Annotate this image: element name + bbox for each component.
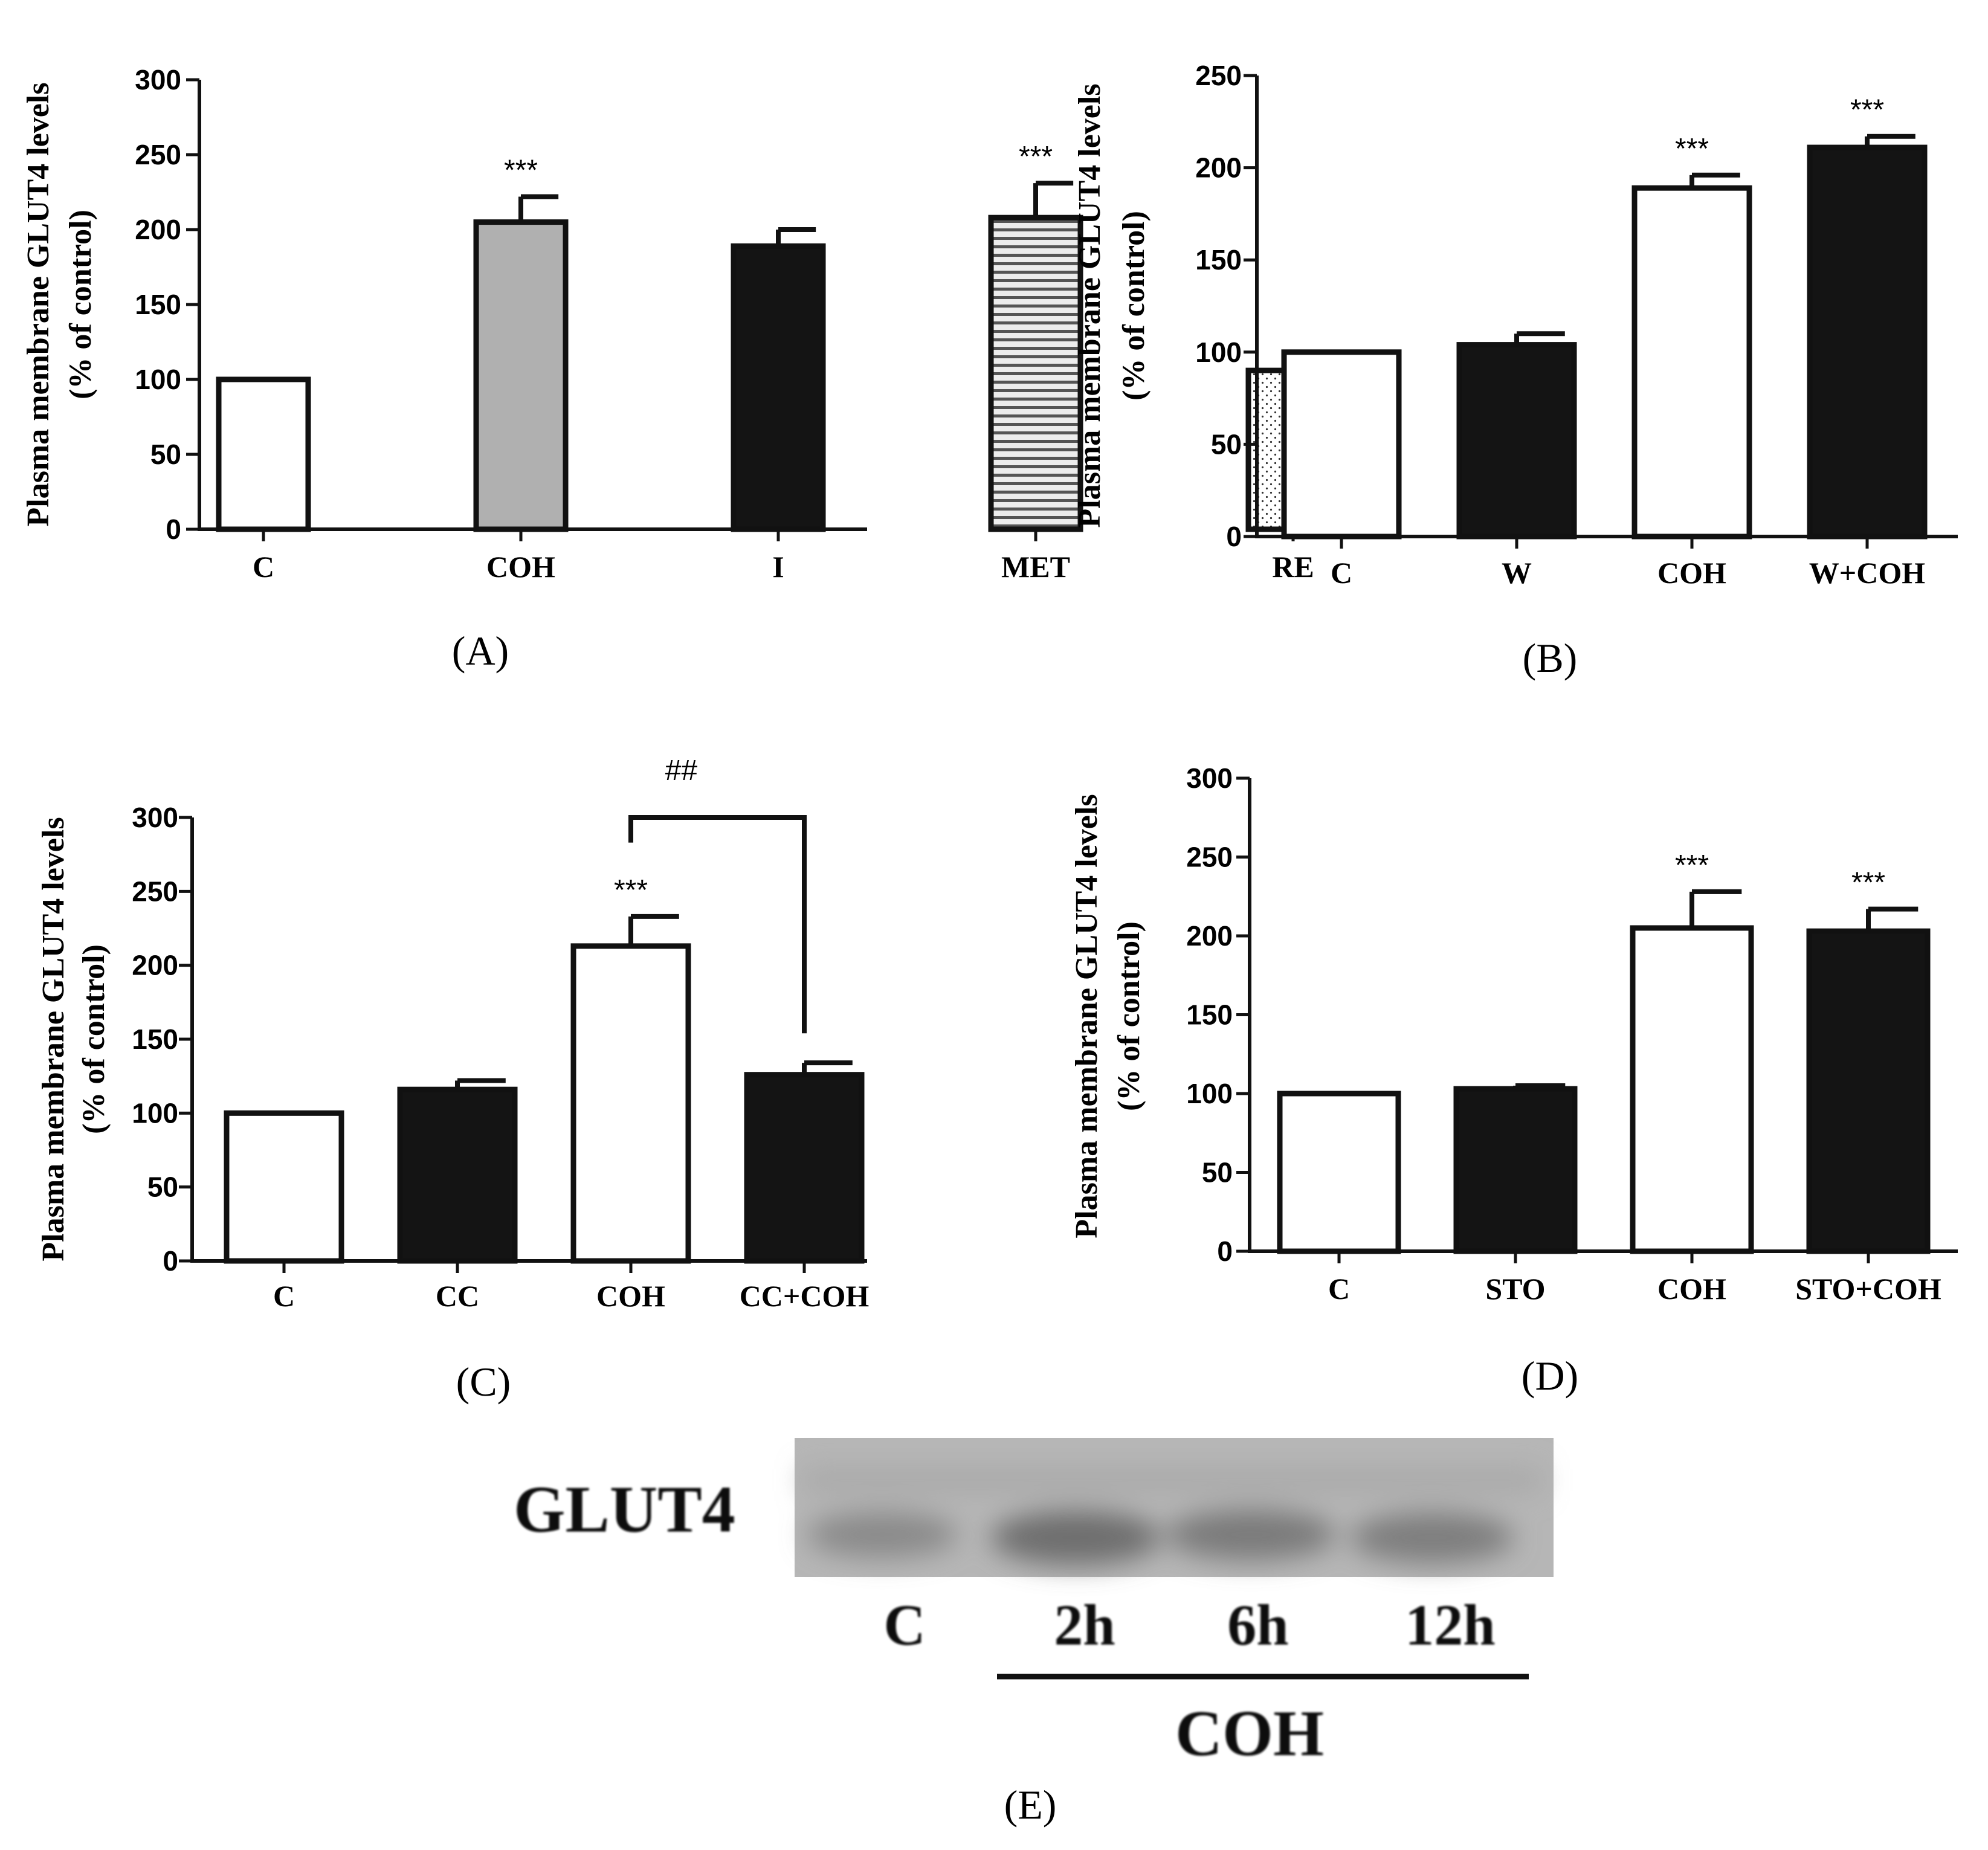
bar-coh	[1630, 925, 1754, 1254]
y-tick-label: 50	[147, 1172, 178, 1203]
y-tick-label: 50	[150, 439, 181, 470]
y-tick-label: 250	[1186, 842, 1233, 873]
y-tick-label: 300	[135, 64, 181, 95]
y-tick-label: 200	[132, 950, 178, 981]
y-tick-label: 50	[1202, 1157, 1233, 1188]
y-tick-label: 150	[1195, 244, 1242, 276]
y-tick-label: 250	[1195, 60, 1242, 91]
blot-lane-label-12h: 12h	[1405, 1593, 1495, 1657]
y-tick-label: 100	[1195, 337, 1242, 368]
x-category-label: C	[1331, 556, 1352, 590]
x-category-label: COH	[596, 1279, 665, 1313]
significance-marker: ***	[1850, 94, 1884, 126]
y-axis-subtitle: (% of control)	[1112, 921, 1146, 1111]
y-tick-label: 200	[135, 214, 181, 245]
blot-bands	[804, 1468, 1541, 1565]
x-category-label: RE	[1272, 550, 1314, 584]
x-category-label: COH	[1657, 1272, 1726, 1306]
panel-label-a: (A)	[452, 628, 509, 674]
blot-band	[991, 1510, 1160, 1565]
y-tick-label: 100	[135, 364, 181, 395]
blot-band	[807, 1512, 958, 1558]
y-tick-label: 300	[132, 802, 178, 833]
y-tick-label: 300	[1186, 762, 1233, 794]
x-category-label: MET	[1001, 550, 1070, 584]
bar-cc	[397, 1086, 518, 1264]
y-tick-label: 100	[132, 1097, 178, 1129]
blot-band	[1166, 1509, 1335, 1560]
blot-group-label: COH	[1175, 1698, 1324, 1770]
bar-sto-coh	[1806, 928, 1931, 1254]
y-axis-title: Plasma membrane GLUT4 levels	[1073, 83, 1107, 527]
y-tick-label: 150	[135, 289, 181, 320]
y-tick-label: 200	[1195, 152, 1242, 184]
x-category-label: I	[772, 550, 784, 584]
y-axis-title: Plasma membrane GLUT4 levels	[21, 82, 56, 526]
x-category-label: C	[273, 1279, 295, 1313]
y-tick-label: 100	[1186, 1078, 1233, 1109]
blot-lane-label-2h: 2h	[1054, 1593, 1115, 1657]
bar-met	[988, 214, 1083, 532]
significance-marker: ***	[1851, 867, 1885, 899]
bracket-significance-label: ##	[665, 755, 698, 787]
y-tick-label: 0	[163, 1245, 178, 1277]
chart-panel-d: Plasma membrane GLUT4 levels (% of contro…	[1070, 762, 1958, 1399]
y-tick-label: 0	[166, 514, 181, 545]
bar-w-coh	[1807, 144, 1928, 540]
significance-marker: ***	[504, 154, 538, 186]
chart-panel-c: Plasma membrane GLUT4 levels (% of contro…	[36, 755, 869, 1405]
blot-lane-label-c: C	[883, 1593, 925, 1657]
bar-c	[224, 1110, 344, 1264]
y-tick-label: 250	[135, 139, 181, 170]
panel-label-b: (B)	[1523, 635, 1578, 681]
significance-marker: ***	[1019, 141, 1053, 173]
blot-haze	[804, 1468, 1541, 1492]
bar-c	[1277, 1091, 1401, 1254]
western-blot-panel: GLUT4 C 2h 6h 12h COH (E)	[514, 1438, 1554, 1828]
y-axis-subtitle: (% of control)	[63, 210, 98, 399]
x-category-label: W	[1502, 556, 1532, 590]
bar-c	[216, 376, 311, 532]
y-axis-subtitle: (% of control)	[1117, 211, 1151, 401]
bar-coh	[570, 943, 691, 1264]
significance-marker: ***	[614, 874, 648, 906]
x-category-label: CC+COH	[740, 1279, 870, 1313]
blot-lane-label-6h: 6h	[1227, 1593, 1288, 1657]
blot-band	[1351, 1512, 1514, 1563]
y-tick-label: 150	[132, 1023, 178, 1055]
x-category-label: C	[1328, 1272, 1350, 1306]
significance-marker: ***	[1675, 849, 1709, 881]
bar-sto	[1453, 1086, 1578, 1254]
significance-marker: ***	[1675, 133, 1709, 165]
x-category-label: W+COH	[1809, 556, 1925, 590]
panel-label-e: (E)	[1004, 1782, 1057, 1828]
y-tick-label: 250	[132, 875, 178, 907]
chart-panel-b: Plasma membrane GLUT4 levels (% of contro…	[1073, 60, 1958, 681]
bar-coh	[473, 219, 569, 532]
y-tick-label: 150	[1186, 999, 1233, 1031]
blot-protein-label: GLUT4	[514, 1472, 735, 1546]
significance-bracket	[628, 815, 807, 1034]
y-tick-label: 200	[1186, 920, 1233, 952]
panel-label-c: (C)	[456, 1359, 511, 1405]
y-axis-title: Plasma membrane GLUT4 levels	[36, 817, 71, 1261]
y-tick-label: 50	[1211, 428, 1242, 460]
bar-w	[1456, 342, 1577, 540]
x-category-label: COH	[1657, 556, 1726, 590]
x-category-label: STO+COH	[1795, 1272, 1941, 1306]
bar-coh	[1631, 185, 1752, 540]
y-axis-title: Plasma membrane GLUT4 levels	[1070, 794, 1104, 1238]
x-category-label: STO	[1485, 1272, 1545, 1306]
x-category-label: C	[253, 550, 274, 584]
bar-i	[731, 243, 826, 532]
bar-cc-coh	[744, 1072, 865, 1264]
y-tick-label: 0	[1217, 1236, 1233, 1267]
bar-c	[1281, 349, 1402, 540]
y-tick-label: 0	[1226, 521, 1242, 552]
y-axis-subtitle: (% of control)	[77, 944, 111, 1134]
panel-label-d: (D)	[1522, 1353, 1578, 1399]
x-category-label: COH	[486, 550, 555, 584]
x-category-label: CC	[436, 1279, 479, 1313]
